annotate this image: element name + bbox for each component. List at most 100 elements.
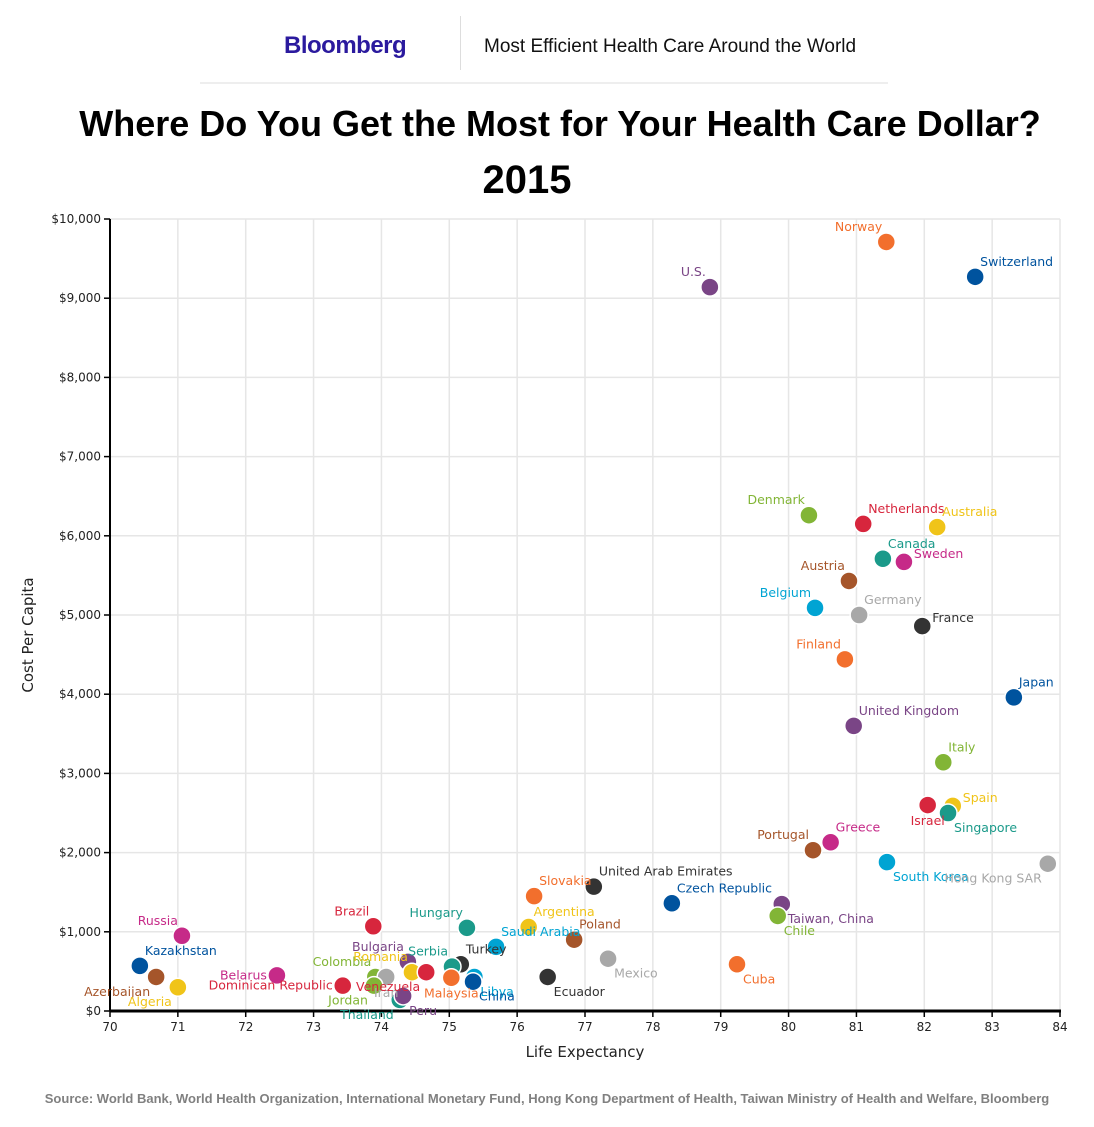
data-points (130, 232, 1058, 1010)
label-libya: Libya (480, 984, 513, 999)
label-azerbaijan: Azerbaijan (84, 984, 150, 999)
label-israel: Israel (911, 813, 945, 828)
x-tick-label: 73 (306, 1020, 321, 1034)
point-mexico[interactable] (598, 948, 618, 969)
point-azerbaijan[interactable] (146, 967, 166, 987)
point-united-kingdom[interactable] (843, 716, 864, 736)
point-belarus[interactable] (267, 965, 287, 986)
x-tick-label: 83 (985, 1020, 1000, 1034)
y-tick-label: $6,000 (59, 529, 101, 543)
label-czech-republic: Czech Republic (677, 880, 772, 895)
point-netherlands[interactable] (853, 514, 873, 534)
point-slovakia[interactable] (524, 886, 544, 906)
point-greece[interactable] (820, 832, 841, 853)
point-singapore[interactable] (938, 803, 958, 823)
x-tick-label: 71 (170, 1020, 185, 1034)
point-hong-kong-sar[interactable] (1038, 853, 1058, 874)
label-russia: Russia (138, 913, 178, 928)
grid-lines (110, 218, 1061, 1011)
point-hungary[interactable] (457, 918, 477, 938)
point-jordan[interactable] (364, 975, 384, 996)
y-tick-label: $8,000 (59, 370, 101, 384)
label-germany: Germany (864, 592, 922, 607)
point-argentina[interactable] (518, 917, 539, 937)
point-germany[interactable] (849, 605, 869, 625)
label-belgium: Belgium (760, 585, 811, 600)
point-u-s[interactable] (700, 277, 720, 297)
label-kazakhstan: Kazakhstan (145, 943, 217, 958)
source-note: Source: World Bank, World Health Organiz… (44, 1091, 1050, 1106)
point-venezuela[interactable] (416, 962, 436, 982)
bloomberg-logo[interactable]: Bloomberg (284, 32, 407, 59)
point-australia[interactable] (927, 517, 947, 537)
point-italy[interactable] (933, 752, 954, 773)
x-tick-label: 84 (1052, 1020, 1067, 1034)
point-france[interactable] (912, 616, 932, 636)
point-peru[interactable] (393, 986, 413, 1006)
label-jordan: Jordan (327, 993, 368, 1008)
point-united-arab-emirates[interactable] (584, 876, 604, 897)
y-axis-title: Cost Per Capita (19, 577, 37, 692)
y-tick-label: $7,000 (59, 450, 101, 464)
label-united-kingdom: United Kingdom (859, 703, 959, 718)
label-canada: Canada (888, 536, 936, 551)
y-tick-label: $4,000 (59, 687, 101, 701)
point-czech-republic[interactable] (662, 893, 682, 914)
point-israel[interactable] (917, 795, 938, 815)
label-malaysia: Malaysia (424, 986, 479, 1001)
label-belarus: Belarus (220, 967, 267, 982)
point-chile[interactable] (767, 906, 788, 926)
point-poland[interactable] (564, 929, 584, 950)
point-malaysia[interactable] (441, 967, 462, 988)
label-italy: Italy (948, 739, 976, 754)
point-norway[interactable] (876, 232, 897, 252)
x-axis-title: Life Expectancy (526, 1043, 645, 1061)
label-spain: Spain (963, 790, 998, 805)
chart-subtitle-year: 2015 (482, 158, 572, 202)
point-saudi-arabia[interactable] (486, 937, 506, 957)
label-peru: Peru (409, 1003, 437, 1018)
point-ecuador[interactable] (537, 967, 558, 987)
label-chile: Chile (784, 923, 816, 938)
label-denmark: Denmark (747, 492, 805, 507)
point-brazil[interactable] (363, 916, 384, 937)
label-hong-kong-sar: Hong Kong SAR (944, 871, 1042, 886)
point-algeria[interactable] (168, 977, 188, 997)
x-tick-label: 70 (102, 1020, 117, 1034)
label-colombia: Colombia (313, 954, 372, 969)
point-cuba[interactable] (727, 954, 747, 975)
y-tick-label: $5,000 (59, 608, 101, 622)
point-denmark[interactable] (799, 505, 819, 525)
point-canada[interactable] (873, 549, 893, 569)
point-japan[interactable] (1004, 687, 1024, 708)
label-romania: Romania (353, 949, 408, 964)
point-kazakhstan[interactable] (130, 956, 150, 976)
label-algeria: Algeria (128, 994, 172, 1009)
label-venezuela: Venezuela (356, 979, 420, 994)
label-saudi-arabia: Saudi Arabia (501, 924, 580, 939)
x-tick-label: 78 (645, 1020, 660, 1034)
point-russia[interactable] (172, 926, 192, 946)
point-portugal[interactable] (803, 840, 823, 860)
point-belgium[interactable] (805, 598, 825, 618)
header-divider (460, 16, 461, 70)
label-finland: Finland (796, 636, 841, 651)
point-switzerland[interactable] (965, 267, 985, 287)
y-tick-label: $0 (86, 1004, 101, 1018)
y-tick-label: $10,000 (51, 212, 101, 226)
label-mexico: Mexico (614, 966, 658, 981)
y-tick-label: $3,000 (59, 766, 101, 780)
y-tick-label: $2,000 (59, 846, 101, 860)
chart-title: Where Do You Get the Most for Your Healt… (79, 103, 1041, 144)
label-south-korea: South Korea (893, 869, 969, 884)
x-tick-label: 76 (510, 1020, 525, 1034)
point-south-korea[interactable] (877, 852, 897, 872)
label-poland: Poland (579, 917, 621, 932)
point-sweden[interactable] (894, 552, 914, 572)
label-netherlands: Netherlands (868, 501, 944, 516)
point-finland[interactable] (835, 649, 855, 670)
label-greece: Greece (836, 819, 881, 834)
point-austria[interactable] (839, 571, 859, 591)
point-china[interactable] (463, 971, 483, 992)
point-dominican-republic[interactable] (333, 975, 353, 996)
